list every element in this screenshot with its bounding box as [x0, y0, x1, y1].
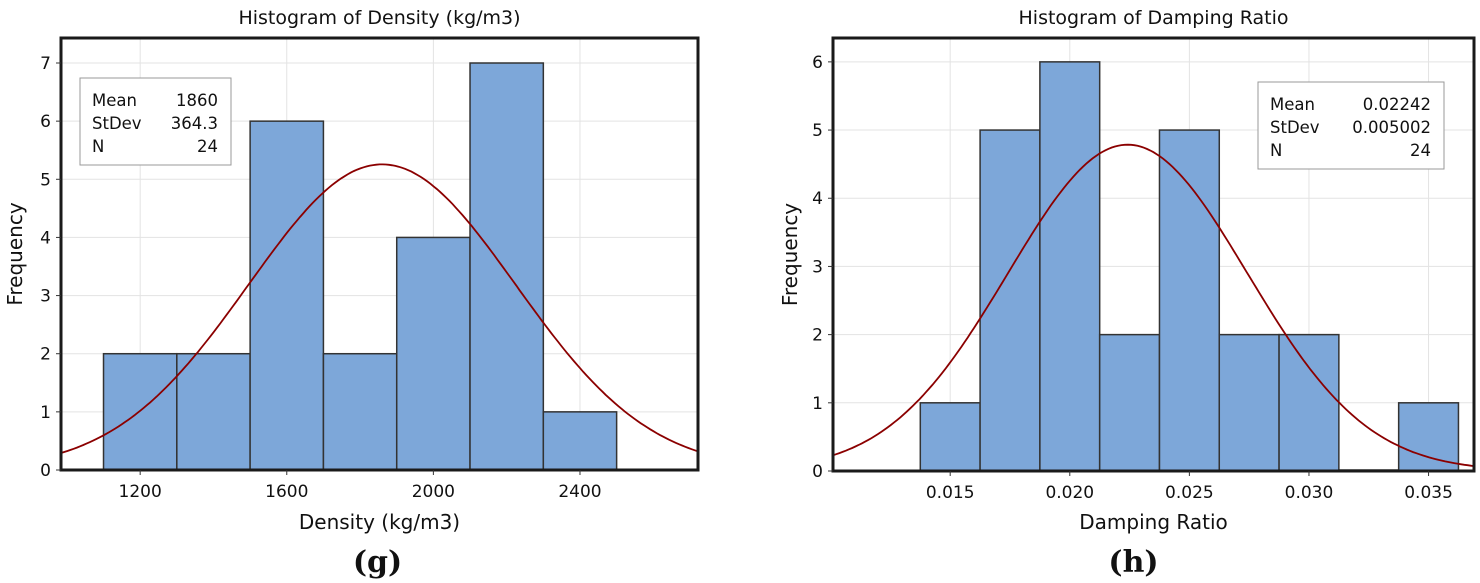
x-tick-label: 0.035 [1404, 483, 1453, 503]
x-tick-label: 0.025 [1165, 483, 1214, 503]
y-tick-label: 2 [812, 326, 823, 346]
y-tick-label: 3 [40, 287, 51, 307]
histogram-bar [1098, 333, 1161, 472]
normal-fit-curve [60, 163, 699, 454]
stat-label: Mean [1270, 95, 1315, 114]
plot-frame [831, 36, 1476, 473]
y-tick-label: 3 [812, 257, 823, 277]
y-axis-label: Frequency [778, 203, 802, 306]
stat-label: StDev [92, 114, 142, 133]
histogram-bar [249, 120, 325, 471]
stat-value: 24 [197, 137, 218, 156]
y-tick-label: 1 [812, 394, 823, 414]
x-tick-label: 2000 [412, 482, 455, 502]
histogram-bar [176, 352, 251, 471]
histogram-bar [1278, 333, 1340, 472]
stat-value: 364.3 [171, 114, 218, 133]
stat-label: N [92, 137, 104, 156]
x-axis-label: Density (kg/m3) [299, 510, 460, 534]
stats-legend: Mean 0.02242 StDev 0.005002 N 24 [1257, 81, 1445, 170]
y-tick-label: 4 [812, 189, 823, 209]
x-tick-label: 0.015 [926, 483, 975, 503]
x-tick-label: 1200 [119, 482, 162, 502]
normal-fit-curve [832, 143, 1475, 467]
legend-box [1257, 81, 1445, 170]
chart-title: Histogram of Density (kg/m3) [238, 7, 520, 29]
y-tick-label: 6 [812, 53, 823, 73]
y-tick-label: 7 [40, 54, 51, 74]
stat-value: 0.005002 [1352, 118, 1431, 137]
histogram-bar [469, 62, 545, 471]
y-tick-label: 5 [40, 170, 51, 190]
histogram-bar [1039, 61, 1101, 472]
chart-title: Histogram of Damping Ratio [1019, 7, 1289, 29]
stat-value: 0.02242 [1363, 95, 1431, 114]
stat-value: 24 [1410, 141, 1431, 160]
x-axis-label: Damping Ratio [1079, 510, 1227, 534]
stat-label: StDev [1270, 118, 1320, 137]
histogram-bar [919, 402, 981, 472]
histogram-panel-g: Histogram of Density (kg/m3) 1200 1600 2000… [3, 7, 700, 580]
histogram-bar [1158, 129, 1221, 472]
histogram-bar [979, 129, 1041, 472]
stats-legend: Mean 1860 StDev 364.3 N 24 [79, 77, 232, 166]
histogram-bar [395, 236, 471, 471]
y-tick-label: 4 [40, 228, 51, 248]
histogram-bar [1397, 402, 1460, 472]
legend-box [79, 77, 232, 166]
y-tick-label: 6 [40, 112, 51, 132]
histogram-bar [542, 411, 618, 471]
x-tick-label: 2400 [558, 482, 601, 502]
x-tick-label: 1600 [265, 482, 308, 502]
x-tick-label: 0.020 [1045, 483, 1094, 503]
y-tick-label: 0 [812, 462, 823, 482]
histogram-panel-h: Histogram of Damping Ratio 0.015 0.020 0.02… [778, 7, 1476, 580]
plot-frame [59, 36, 700, 472]
y-axis-label: Frequency [3, 202, 27, 305]
y-tick-label: 5 [812, 121, 823, 141]
x-tick-label: 0.030 [1285, 483, 1334, 503]
y-tick-label: 1 [40, 403, 51, 423]
stat-label: Mean [92, 91, 137, 110]
histogram-bar [322, 352, 398, 471]
y-tick-label: 0 [40, 461, 51, 481]
panel-label: (g) [353, 545, 402, 580]
stat-value: 1860 [176, 91, 218, 110]
y-tick-label: 2 [40, 345, 51, 365]
histogram-bar [1218, 333, 1280, 472]
stat-label: N [1270, 141, 1282, 160]
panel-label: (h) [1108, 545, 1158, 580]
